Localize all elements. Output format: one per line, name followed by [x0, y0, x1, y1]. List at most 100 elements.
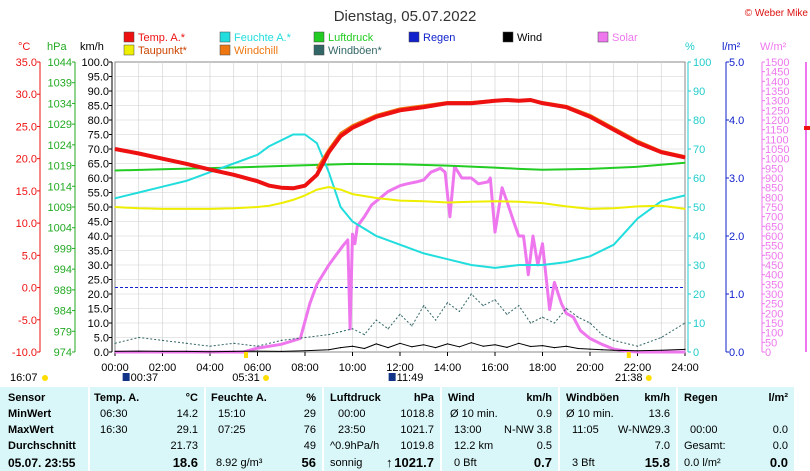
data-point — [636, 205, 639, 207]
pressure-tick-label: 1039 — [48, 78, 72, 90]
data-point — [565, 261, 567, 263]
humidity-tick-label: 90 — [693, 86, 705, 98]
data-point — [328, 171, 330, 173]
data-point — [684, 208, 686, 210]
data-point — [579, 330, 582, 332]
data-point — [553, 322, 556, 324]
rain-header: Regen — [684, 392, 718, 404]
data-point — [268, 185, 270, 187]
data-point — [351, 163, 354, 165]
data-point — [304, 336, 306, 339]
data-point — [487, 181, 489, 183]
data-point — [494, 299, 496, 301]
pressure-tick-label: 1014 — [48, 181, 72, 193]
data-point — [506, 99, 508, 101]
data-point — [684, 156, 686, 158]
wind-unit-label: km/h — [80, 41, 104, 53]
data-point — [494, 267, 496, 269]
data-point — [461, 177, 463, 179]
wind-header: Wind — [448, 392, 475, 404]
humidity-tick-label: 60 — [693, 173, 705, 185]
x-tick-label: 00:00 — [101, 362, 129, 374]
data-point — [560, 303, 563, 305]
pressure-tick-label: 974 — [54, 347, 72, 359]
pressure-tick-label: 999 — [54, 243, 72, 255]
data-point — [114, 350, 116, 352]
data-point — [565, 307, 567, 310]
data-point — [636, 218, 639, 220]
data-point — [363, 216, 365, 218]
col-wind: Wind km/h Ø 10 min. 0.9 13:00 N-NW 3.8 1… — [442, 387, 558, 471]
data-point — [304, 350, 306, 352]
pressure-tick-label: 1024 — [48, 140, 72, 152]
temp-tick-label: 0.0 — [22, 283, 37, 295]
wind-current: 0.7 — [533, 455, 552, 470]
legend-swatch — [313, 31, 325, 43]
wind-tick-label: 15.0 — [88, 304, 109, 316]
legend-label: Luftdruck — [328, 32, 374, 44]
data-point — [363, 347, 365, 350]
solar-tick-label: 400 — [765, 270, 783, 282]
data-point — [435, 347, 437, 349]
wind-tick-label: 10.0 — [88, 318, 109, 330]
data-point — [684, 351, 686, 353]
wind-tick-label: 20.0 — [88, 289, 109, 301]
data-point — [530, 345, 532, 348]
legend-label: Regen — [423, 32, 455, 44]
solar-tick-label: 100 — [765, 328, 783, 340]
moonset-time: 11:49 — [397, 372, 424, 384]
data-point — [636, 142, 639, 144]
sunrise-time: 05:31 — [232, 372, 260, 384]
solar-tick-label: 1300 — [765, 96, 789, 108]
solar-tick-label: 250 — [765, 299, 783, 311]
chart-title: Dienstag, 05.07.2022 — [334, 8, 477, 25]
series-layer — [114, 98, 686, 354]
data-point — [423, 305, 425, 307]
sensor-header: Sensor — [8, 392, 46, 404]
data-point — [449, 216, 451, 218]
data-point — [363, 334, 365, 336]
data-point — [268, 145, 270, 147]
data-point — [209, 351, 211, 353]
legend-label: Taupunkt* — [138, 45, 188, 57]
gust-current: 15.8 — [644, 455, 670, 470]
data-point — [660, 349, 662, 351]
data-point — [280, 202, 282, 204]
legend-label: Windböen* — [328, 45, 383, 57]
data-point — [541, 345, 544, 347]
data-point — [589, 168, 591, 170]
data-point — [375, 116, 377, 118]
data-point — [387, 347, 389, 349]
rain-time: 00:00 — [690, 424, 718, 436]
data-point — [541, 202, 544, 204]
gust-max-dir: W-NW — [618, 424, 651, 436]
rain-unit-label: l/m² — [722, 41, 741, 53]
data-point — [589, 322, 591, 324]
data-point — [684, 194, 686, 196]
wind-tick-label: 35.0 — [88, 246, 109, 258]
data-point — [518, 100, 520, 102]
data-point — [256, 180, 259, 182]
wind-tick-label: 90.0 — [88, 86, 109, 98]
wind-tick-label: 80.0 — [88, 115, 109, 127]
data-point — [423, 200, 425, 202]
data-point — [636, 345, 639, 347]
data-point — [444, 171, 446, 173]
data-point — [340, 132, 342, 134]
data-point — [209, 169, 211, 171]
solar-tick-label: 1150 — [765, 125, 789, 137]
data-point — [233, 162, 235, 165]
legend-swatch — [313, 44, 325, 56]
x-tick-label: 12:00 — [386, 362, 414, 374]
data-point — [494, 167, 496, 169]
gust-avg-label: Ø 10 min. — [566, 408, 614, 420]
data-point — [387, 190, 389, 193]
data-point — [328, 334, 330, 336]
gust-header: Windböen — [566, 392, 620, 404]
data-point — [494, 344, 496, 346]
temp-min: 14.2 — [176, 408, 198, 420]
data-point — [351, 127, 354, 129]
data-point — [375, 197, 377, 199]
data-point — [470, 177, 472, 179]
data-point — [513, 221, 515, 224]
